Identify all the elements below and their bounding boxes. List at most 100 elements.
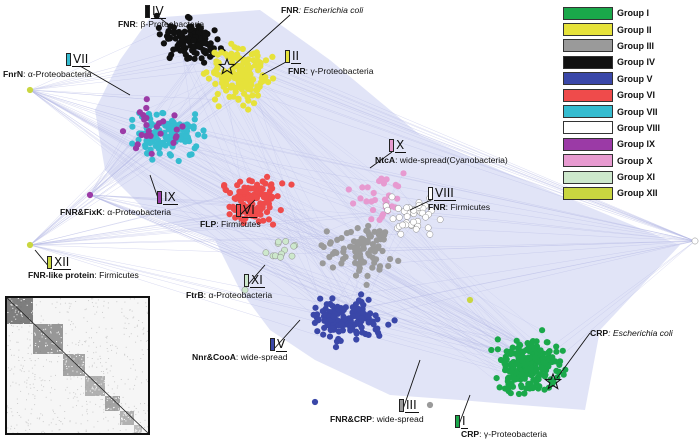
matrix-cell — [125, 403, 127, 405]
matrix-cell — [39, 417, 41, 419]
network-edge — [254, 216, 333, 329]
matrix-cell — [32, 313, 34, 315]
network-edge — [373, 248, 510, 384]
matrix-cell — [103, 404, 105, 406]
matrix-cell — [136, 325, 138, 327]
tag-group-xii: XII — [47, 255, 72, 270]
network-node — [521, 390, 528, 397]
matrix-cell — [26, 338, 28, 340]
network-node — [148, 150, 155, 157]
matrix-cell — [143, 327, 145, 329]
network-node — [315, 316, 322, 323]
matrix-cell — [133, 298, 135, 300]
network-edge — [29, 218, 246, 246]
matrix-cell — [98, 389, 100, 391]
matrix-cell — [64, 417, 66, 419]
network-edge — [332, 240, 696, 299]
matrix-cell — [22, 365, 24, 367]
matrix-cell — [127, 378, 129, 380]
matrix-cell — [16, 398, 18, 400]
matrix-cell — [40, 322, 42, 324]
matrix-cell — [25, 421, 27, 423]
matrix-cell — [103, 373, 105, 375]
network-node — [183, 133, 190, 140]
matrix-cell — [103, 409, 105, 411]
tag-numeral: III — [405, 397, 419, 413]
matrix-cell — [136, 376, 138, 378]
matrix-cell — [18, 384, 20, 386]
network-edge — [205, 50, 696, 242]
network-node — [422, 213, 429, 221]
matrix-cell — [112, 376, 114, 377]
matrix-cell — [7, 407, 9, 409]
matrix-cell — [111, 349, 113, 351]
matrix-cell — [99, 406, 101, 408]
matrix-cell — [120, 403, 122, 405]
matrix-cell — [50, 332, 52, 334]
matrix-cell — [140, 403, 141, 405]
matrix-cell — [22, 357, 24, 359]
matrix-cell — [137, 426, 139, 428]
network-node — [335, 335, 342, 343]
network-node — [160, 118, 167, 125]
network-edge — [262, 181, 510, 384]
network-node — [507, 390, 514, 397]
network-node — [258, 185, 265, 192]
network-node — [211, 96, 219, 103]
label-protein: Nnr&CooA — [192, 352, 236, 362]
matrix-cell — [50, 352, 52, 354]
matrix-cell — [91, 302, 93, 304]
matrix-cell — [34, 364, 36, 366]
matrix-cell — [12, 332, 13, 333]
tag-group-ix: IX — [157, 190, 178, 205]
matrix-cell — [106, 400, 108, 402]
matrix-cell — [81, 368, 83, 370]
network-edge — [373, 192, 696, 242]
matrix-cell — [93, 380, 95, 382]
network-node — [165, 126, 172, 133]
network-node — [538, 364, 545, 371]
matrix-cell — [69, 392, 71, 394]
matrix-cell — [146, 311, 148, 313]
legend-swatch — [563, 154, 613, 168]
network-node — [330, 313, 337, 320]
network-node — [143, 114, 150, 122]
matrix-cell — [55, 423, 57, 425]
matrix-cell — [135, 408, 137, 409]
matrix-cell — [24, 360, 26, 361]
matrix-cell — [67, 344, 69, 346]
network-node — [266, 204, 273, 211]
network-node — [326, 333, 334, 340]
matrix-cell — [58, 331, 59, 333]
network-node — [235, 95, 242, 102]
matrix-cell — [75, 326, 76, 328]
matrix-cell — [124, 354, 126, 356]
network-node — [277, 207, 284, 214]
matrix-cell — [75, 393, 77, 395]
network-node — [239, 83, 246, 90]
matrix-cell — [14, 366, 16, 368]
network-node — [320, 331, 327, 338]
matrix-cell — [100, 371, 102, 372]
network-node — [356, 265, 363, 272]
matrix-cell — [105, 408, 107, 410]
network-node — [156, 150, 163, 157]
network-edge — [149, 126, 414, 210]
network-node — [269, 221, 277, 228]
network-node — [556, 361, 563, 368]
label-ftrb: FtrB: α-Proteobacteria — [186, 290, 272, 300]
matrix-cell — [58, 429, 60, 431]
matrix-cell — [128, 406, 130, 408]
network-edge — [89, 141, 190, 196]
network-node — [494, 336, 501, 343]
network-node — [226, 93, 233, 100]
legend-swatch — [563, 39, 613, 53]
network-node — [323, 228, 330, 235]
matrix-cell — [16, 424, 18, 426]
matrix-cell — [18, 356, 19, 358]
legend-swatch — [563, 72, 613, 86]
matrix-cell — [88, 337, 90, 339]
network-edge — [29, 210, 432, 246]
network-node — [262, 57, 270, 64]
network-node — [269, 53, 276, 61]
